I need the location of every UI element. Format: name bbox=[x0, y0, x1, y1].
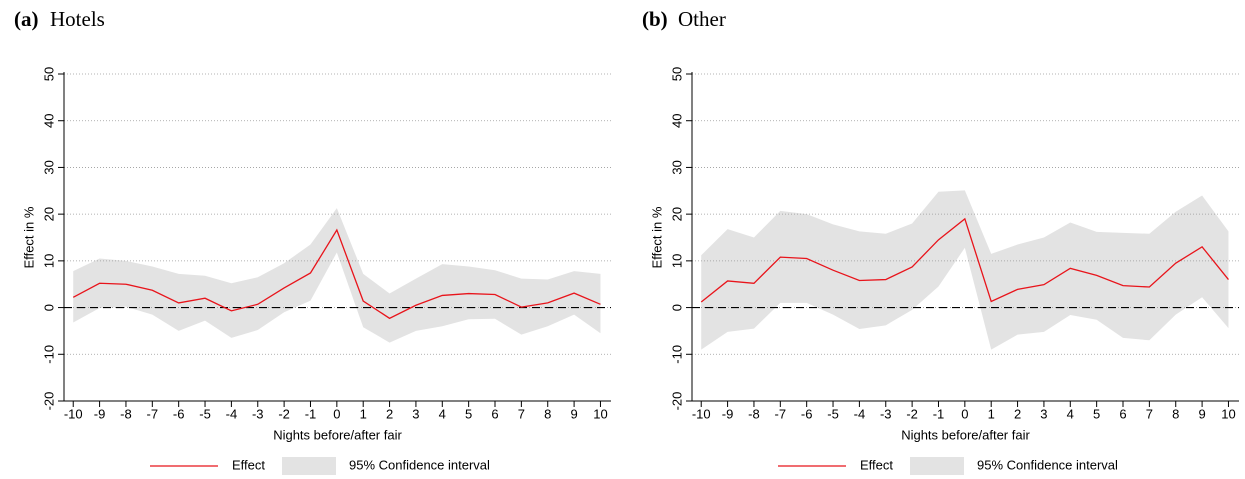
x-tick-label: 5 bbox=[1093, 406, 1100, 421]
x-tick-label: 10 bbox=[1221, 406, 1235, 421]
x-tick-label: 6 bbox=[1119, 406, 1126, 421]
y-tick-label: 40 bbox=[669, 113, 684, 127]
y-tick-label: 10 bbox=[669, 254, 684, 268]
y-tick-label: 0 bbox=[669, 304, 684, 311]
y-tick-label: 30 bbox=[41, 160, 56, 174]
legend-label: Effect bbox=[232, 457, 265, 472]
x-tick-label: 0 bbox=[961, 406, 968, 421]
x-tick-label: -9 bbox=[722, 406, 734, 421]
x-tick-label: 3 bbox=[412, 406, 419, 421]
confidence-band bbox=[701, 190, 1229, 350]
y-tick-label: 40 bbox=[41, 113, 56, 127]
x-tick-label: 7 bbox=[518, 406, 525, 421]
x-tick-label: -7 bbox=[147, 406, 159, 421]
x-tick-label: 9 bbox=[570, 406, 577, 421]
x-tick-label: 5 bbox=[465, 406, 472, 421]
y-axis-label: Effect in % bbox=[21, 206, 36, 268]
x-tick-label: -1 bbox=[305, 406, 317, 421]
effect-line bbox=[72, 228, 601, 320]
x-tick-label: -6 bbox=[173, 406, 185, 421]
confidence-band bbox=[73, 208, 601, 343]
x-tick-label: 2 bbox=[1014, 406, 1021, 421]
x-tick-label: 0 bbox=[333, 406, 340, 421]
panel-label: (a) bbox=[14, 7, 39, 31]
x-tick-label: -2 bbox=[906, 406, 918, 421]
x-tick-label: 1 bbox=[360, 406, 367, 421]
x-tick-label: -4 bbox=[854, 406, 866, 421]
x-tick-label: 4 bbox=[1067, 406, 1074, 421]
x-tick-label: 9 bbox=[1198, 406, 1205, 421]
effect-line bbox=[700, 217, 1229, 303]
x-tick-label: -3 bbox=[252, 406, 264, 421]
y-tick-label: 10 bbox=[41, 254, 56, 268]
x-axis-label: Nights before/after fair bbox=[273, 427, 402, 442]
x-tick-label: 7 bbox=[1146, 406, 1153, 421]
y-tick-label: -10 bbox=[41, 345, 56, 364]
legend-label: 95% Confidence interval bbox=[349, 457, 490, 472]
x-tick-label: 8 bbox=[1172, 406, 1179, 421]
legend-label: 95% Confidence interval bbox=[977, 457, 1118, 472]
y-tick-label: -10 bbox=[669, 345, 684, 364]
y-tick-label: 50 bbox=[41, 67, 56, 81]
x-tick-label: -5 bbox=[827, 406, 839, 421]
legend-swatch bbox=[282, 457, 336, 475]
x-tick-label: -4 bbox=[226, 406, 238, 421]
y-tick-label: 50 bbox=[669, 67, 684, 81]
y-tick-label: -20 bbox=[41, 392, 56, 411]
x-tick-label: -7 bbox=[775, 406, 787, 421]
panel-title: Hotels bbox=[50, 7, 105, 31]
x-tick-label: -2 bbox=[278, 406, 290, 421]
x-tick-label: -5 bbox=[199, 406, 211, 421]
x-axis-label: Nights before/after fair bbox=[901, 427, 1030, 442]
y-axis-label: Effect in % bbox=[649, 206, 664, 268]
y-tick-label: -20 bbox=[669, 392, 684, 411]
x-tick-label: -1 bbox=[933, 406, 945, 421]
panel-title: Other bbox=[678, 7, 726, 31]
x-tick-label: -6 bbox=[801, 406, 813, 421]
x-tick-label: 2 bbox=[386, 406, 393, 421]
x-tick-label: 3 bbox=[1040, 406, 1047, 421]
x-tick-label: -10 bbox=[64, 406, 83, 421]
panel-label: (b) bbox=[642, 7, 668, 31]
x-tick-label: -8 bbox=[120, 406, 132, 421]
x-tick-label: 6 bbox=[491, 406, 498, 421]
x-tick-label: 8 bbox=[544, 406, 551, 421]
y-tick-label: 0 bbox=[41, 304, 56, 311]
x-tick-label: 4 bbox=[439, 406, 446, 421]
x-tick-label: -8 bbox=[748, 406, 760, 421]
y-tick-label: 20 bbox=[41, 207, 56, 221]
x-tick-label: 1 bbox=[988, 406, 995, 421]
y-tick-label: 30 bbox=[669, 160, 684, 174]
x-tick-label: -3 bbox=[880, 406, 892, 421]
x-tick-label: -10 bbox=[692, 406, 711, 421]
legend-swatch bbox=[910, 457, 964, 475]
y-tick-label: 20 bbox=[669, 207, 684, 221]
legend-label: Effect bbox=[860, 457, 893, 472]
x-tick-label: 10 bbox=[593, 406, 607, 421]
x-tick-label: -9 bbox=[94, 406, 106, 421]
